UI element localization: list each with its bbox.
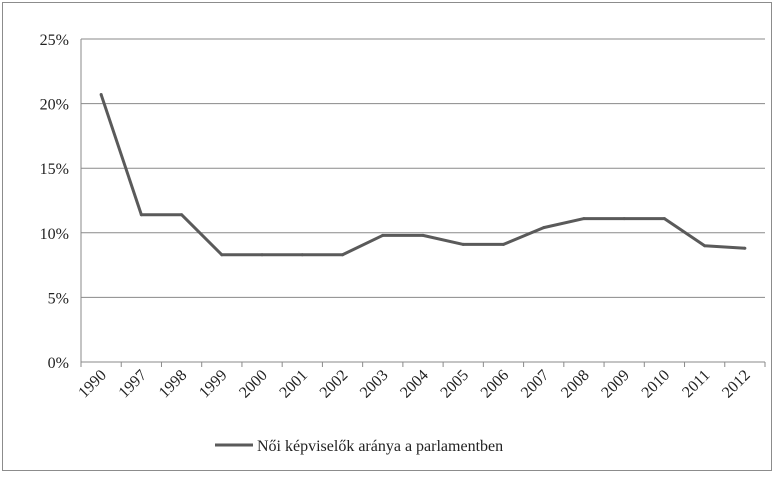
x-tick-label: 1997 [116, 367, 151, 402]
chart-frame: 0% 5% 10% 15% 20% 25% 1990 1997 1998 1999 2000 200… [2, 2, 772, 471]
x-tick-label: 1990 [75, 367, 110, 402]
data-point [461, 242, 465, 246]
x-tick-label: 2006 [478, 367, 513, 402]
y-tick-label: 15% [40, 161, 69, 178]
y-tick-labels: 0% 5% 10% 15% 20% 25% [40, 32, 69, 372]
data-point [582, 217, 586, 221]
data-point [139, 213, 143, 217]
y-tick-label: 25% [40, 32, 69, 49]
y-tick-label: 5% [48, 290, 69, 307]
data-point [341, 253, 345, 257]
axes [80, 39, 766, 367]
series-layer [99, 93, 747, 257]
legend-label: Női képviselők aránya a parlamentben [257, 438, 503, 455]
data-point [260, 253, 264, 257]
x-tick-labels: 1990 1997 1998 1999 2000 2001 2002 2003 2004 2005… [75, 367, 753, 402]
y-tick-label: 20% [40, 97, 69, 114]
x-tick-label: 2011 [679, 367, 713, 401]
x-tick-label: 2001 [276, 367, 311, 402]
data-point [300, 253, 304, 257]
x-tick-label: 2003 [357, 367, 392, 402]
data-point [180, 213, 184, 217]
gridlines [81, 38, 765, 298]
x-tick-label: 2012 [719, 367, 754, 402]
x-tick-label: 2004 [397, 367, 432, 402]
data-point [99, 93, 103, 97]
data-point [743, 246, 747, 250]
data-point [622, 217, 626, 221]
data-point [220, 253, 224, 257]
x-tick-label: 2008 [558, 367, 593, 402]
x-tick-label: 1998 [156, 367, 191, 402]
data-point [421, 233, 425, 237]
legend: Női képviselők aránya a parlamentben [215, 438, 503, 455]
data-point [662, 217, 666, 221]
data-point [703, 244, 707, 248]
data-point [501, 242, 505, 246]
data-point [381, 233, 385, 237]
x-tick-label: 2007 [518, 367, 553, 402]
series-line [99, 94, 745, 257]
y-tick-label: 0% [48, 355, 69, 372]
x-tick-label: 2009 [598, 367, 633, 402]
y-tick-label: 10% [40, 226, 69, 243]
x-tick-label: 2000 [236, 367, 271, 402]
x-tick-label: 2005 [437, 367, 472, 402]
line-chart: 0%5%10%15%20%25% 1990 1997 1998 1999 2000 200… [40, 32, 766, 455]
x-tick-label: 2002 [317, 367, 352, 402]
x-tick-label: 2010 [639, 367, 674, 402]
data-point [542, 226, 546, 230]
x-tick-label: 1999 [196, 367, 231, 402]
